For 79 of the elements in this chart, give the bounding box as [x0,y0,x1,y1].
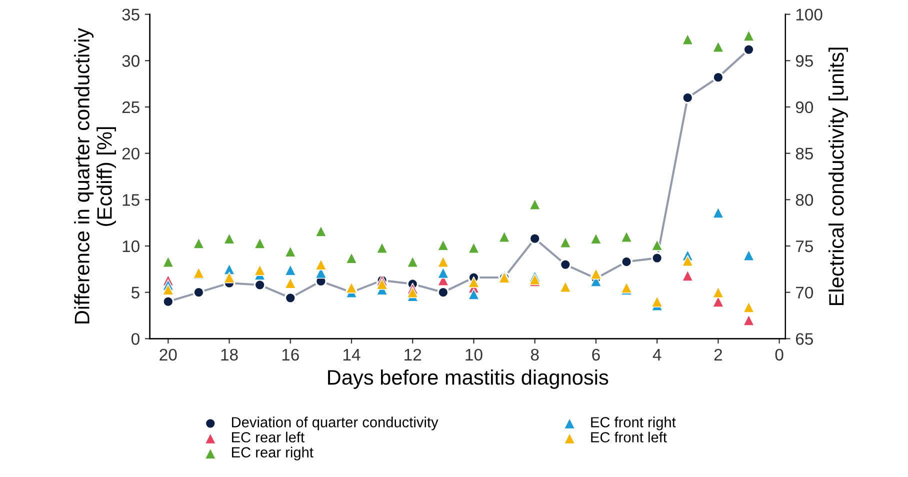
point [468,288,480,300]
y-tick-label: 0 [131,333,140,345]
point [437,239,449,251]
x-tick-label: 6 [592,348,600,361]
x-tick-label: 4 [652,349,662,360]
point [712,206,724,218]
point [406,256,418,268]
y-tick-label: 5 [131,286,140,299]
point [682,34,694,46]
legend-label: Deviation of quarter conductivity [232,416,438,430]
point [376,278,388,290]
point [468,276,480,288]
point [712,286,724,298]
point [437,256,449,268]
point [682,255,694,267]
point [315,258,327,270]
y-tick-label: 25 [122,101,140,114]
legend-label: EC front left [591,432,667,442]
point [682,270,694,282]
x-tick-label: 16 [282,348,299,361]
point [315,225,327,237]
point [529,198,541,210]
legend-label: EC rear right [232,446,314,460]
point [284,264,296,276]
y2-tick-label: 100 [796,8,822,21]
point [223,232,236,244]
point [651,239,663,251]
point [742,301,755,313]
point [742,30,755,42]
y2-tick-label: 95 [796,55,813,67]
point [162,256,174,268]
y2-tick-label: 70 [796,286,814,299]
x-axis-title: Days before mastitis diagnosis [328,369,608,389]
point [284,246,296,258]
point [437,267,449,279]
point [162,284,174,296]
point [742,314,755,326]
point [682,92,694,104]
legend-label: EC rear left [232,432,304,442]
point [498,230,510,243]
legend-label: EC front right [591,416,676,430]
point [406,286,418,298]
point [712,40,724,53]
y-axis-title: Difference in quarter conductiviy (Ecdiff) [%] [74,28,116,324]
x-tick-label: 8 [530,348,539,361]
point [620,256,633,268]
point [590,232,602,244]
point [376,242,388,254]
x-tick-label: 12 [404,348,422,360]
y2-tick-label: 85 [796,148,813,160]
y2-axis-title: Electrical conductivity [units] [828,48,848,306]
x-tick-label: 2 [714,348,722,360]
y-tick-label: 20 [122,148,140,160]
y-tick-label: 30 [122,55,140,67]
point [192,237,205,250]
y2-tick-label: 75 [796,240,813,252]
point [560,280,572,293]
point [620,230,632,243]
point [560,236,572,248]
point [254,237,266,250]
y-tick-label: 10 [122,240,140,252]
x-tick-label: 14 [344,349,360,360]
point [712,71,724,84]
point [742,44,755,56]
y2-tick-label: 90 [796,101,814,114]
point [468,242,480,254]
x-tick-label: 0 [775,348,784,361]
point [346,282,358,294]
point [254,264,266,276]
point [590,268,602,280]
y2-tick-label: 65 [796,333,813,345]
point [284,277,296,289]
x-tick-label: 18 [221,348,238,361]
y2-tick-label: 80 [796,194,814,206]
y-tick-label: 15 [122,194,140,206]
x-tick-label: 10 [466,348,482,361]
point [651,296,663,308]
x-tick-label: 20 [160,348,177,361]
y-tick-label: 35 [122,8,140,21]
